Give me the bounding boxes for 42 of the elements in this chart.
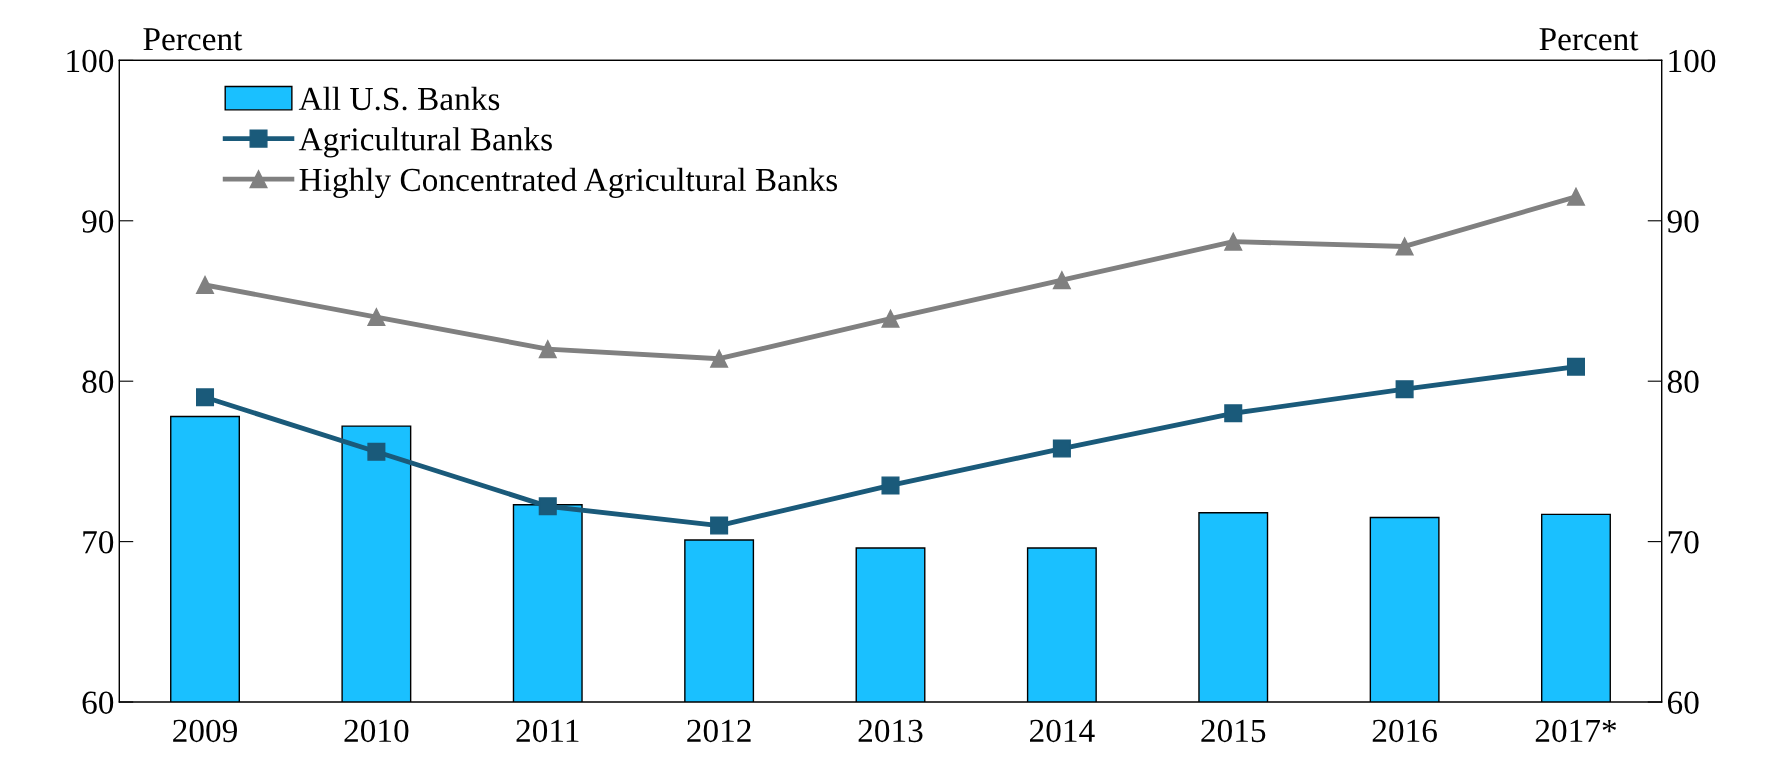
legend-label: Highly Concentrated Agricultural Banks bbox=[299, 167, 838, 199]
x-tick-label: 2009 bbox=[173, 719, 237, 743]
y2-tick-label: 80 bbox=[1667, 370, 1699, 394]
point bbox=[1052, 439, 1071, 458]
x-tick-label: 2010 bbox=[344, 719, 409, 743]
y-axis-title: Percent bbox=[143, 28, 243, 51]
point bbox=[195, 275, 215, 294]
x-tick-label: 2014 bbox=[1030, 719, 1095, 743]
point bbox=[1395, 380, 1414, 399]
y-tick-label: 70 bbox=[83, 531, 114, 554]
y2-tick-label: 90 bbox=[1667, 210, 1699, 233]
point bbox=[881, 309, 900, 328]
point bbox=[710, 516, 729, 535]
legend-label: All U.S. Banks bbox=[298, 86, 500, 111]
y-tick-label: 100 bbox=[67, 49, 114, 73]
point bbox=[1224, 404, 1243, 423]
point bbox=[1052, 271, 1071, 290]
y-tick-label: 60 bbox=[82, 691, 114, 714]
point bbox=[1566, 187, 1586, 206]
x-tick-label: 2016 bbox=[1372, 719, 1437, 743]
point bbox=[710, 349, 729, 368]
legend-label: Agricultural Banks bbox=[298, 127, 552, 158]
y-tick-label: 80 bbox=[82, 370, 114, 394]
y-tick-label: 90 bbox=[82, 210, 114, 233]
point bbox=[1566, 357, 1586, 376]
point bbox=[1224, 232, 1243, 251]
point bbox=[538, 497, 557, 516]
y2-tick-label: 70 bbox=[1668, 531, 1699, 554]
x-tick-label: 2013 bbox=[858, 719, 923, 743]
point bbox=[1395, 237, 1414, 256]
point bbox=[367, 308, 386, 327]
point bbox=[195, 388, 215, 407]
point bbox=[881, 476, 900, 495]
x-tick-label: 2012 bbox=[687, 719, 751, 743]
x-tick-label: 2017* bbox=[1535, 719, 1617, 743]
point bbox=[538, 340, 557, 359]
y2-tick-label: 60 bbox=[1667, 691, 1699, 714]
point bbox=[367, 442, 386, 461]
x-tick-label: 2015 bbox=[1201, 719, 1266, 743]
y2-axis-title: Percent bbox=[1539, 28, 1639, 51]
x-tick-label: 2011 bbox=[516, 719, 579, 743]
y2-tick-label: 100 bbox=[1669, 49, 1716, 73]
